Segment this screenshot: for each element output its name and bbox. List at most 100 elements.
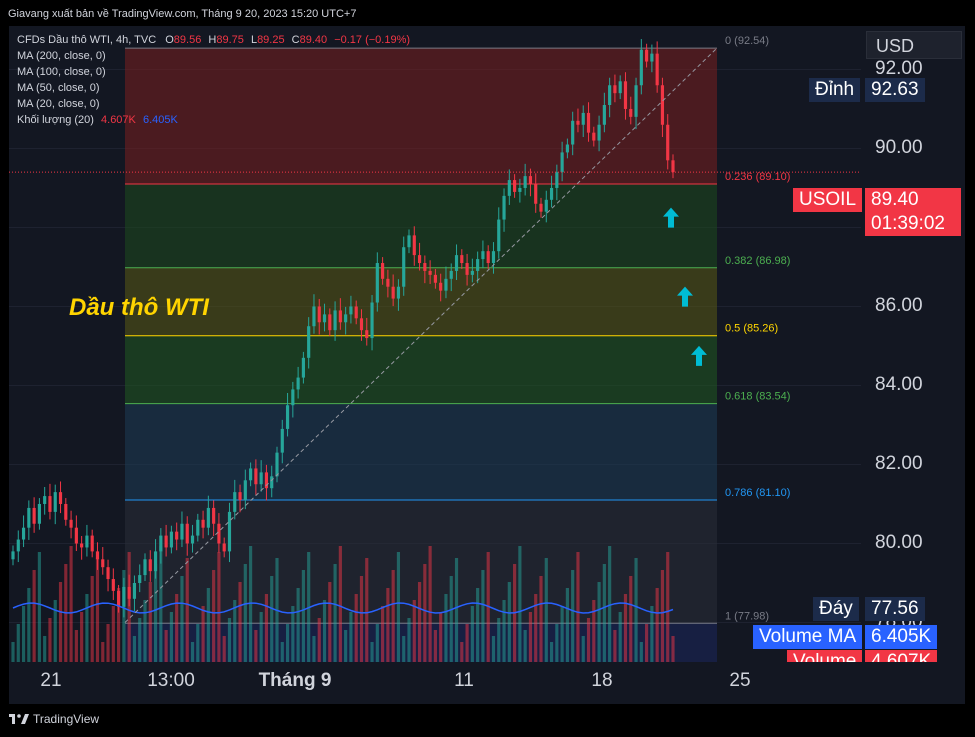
volume-bar-93 (502, 600, 506, 662)
volume-bar-34 (190, 642, 195, 662)
volume-bar-78 (423, 564, 427, 662)
chart-pane[interactable]: 0 (92.54) 0.236 (89.10) 0.382 (86.98) 0.5 (… (9, 26, 861, 662)
volume-bar-115 (618, 612, 622, 662)
symbol-pill: USOIL (793, 188, 863, 212)
volume-bar-0 (11, 642, 15, 662)
candle-body-105 (565, 144, 569, 153)
volume-bar-57 (312, 636, 316, 662)
volume-bar-41 (227, 618, 232, 662)
chart-title-overlay: Dầu thô WTI (69, 294, 209, 321)
candle-body-93 (502, 195, 506, 220)
volume-bar-101 (544, 558, 548, 662)
legend-ma100[interactable]: MA (100, close, 0) (17, 66, 106, 78)
candle-body-40 (222, 543, 226, 552)
fib-label-0: 0 (92.54) (725, 35, 769, 47)
volume-bar-105 (565, 588, 569, 662)
volume-bar-33 (185, 558, 189, 662)
candle-body-50 (275, 452, 279, 477)
candle-body-78 (423, 263, 427, 271)
volume-bar-45 (249, 546, 253, 662)
buy-arrow-1 (677, 286, 693, 307)
candle-body-2 (21, 527, 26, 540)
volume-label-pill: Volume (787, 650, 863, 662)
volume-bar-106 (571, 570, 575, 662)
volume-bar-21 (122, 570, 126, 662)
volume-bar-91 (491, 636, 496, 662)
candle-body-58 (317, 306, 321, 323)
candle-body-42 (233, 492, 237, 512)
candle-body-36 (201, 519, 205, 528)
candle-body-70 (381, 263, 385, 279)
high-value-pill: 92.63 (865, 78, 925, 102)
legend-volume-label: Khối lượng (20) (17, 114, 94, 126)
legend-ma200[interactable]: MA (200, close, 0) (17, 50, 106, 62)
candle-body-115 (618, 81, 622, 94)
candle-body-89 (481, 251, 485, 260)
candle-body-34 (190, 535, 195, 544)
candle-body-91 (491, 251, 496, 264)
volume-bar-121 (650, 606, 654, 662)
candle-body-53 (291, 389, 295, 406)
volume-bar-12 (74, 630, 78, 662)
tradingview-brand[interactable]: TradingView (9, 712, 99, 726)
volume-bar-99 (534, 594, 538, 662)
candle-body-118 (634, 85, 638, 117)
fib-zone-3 (125, 335, 717, 404)
volume-bar-79 (428, 546, 432, 662)
fib-label-0.618: 0.618 (83.54) (725, 391, 790, 403)
volume-bar-61 (333, 564, 337, 662)
legend-o-value: 89.56 (173, 34, 202, 46)
volume-bar-55 (301, 570, 305, 662)
candle-body-87 (470, 270, 474, 275)
volume-bar-83 (449, 576, 453, 662)
volume-bar-28 (159, 546, 163, 662)
legend-ma50[interactable]: MA (50, close, 0) (17, 82, 100, 94)
volume-bar-11 (69, 546, 73, 662)
candle-body-57 (312, 306, 316, 327)
volume-bar-80 (433, 630, 437, 662)
candle-body-73 (396, 286, 401, 299)
legend-volume[interactable]: Khối lượng (20) 4.607K 6.405K (17, 114, 178, 126)
candle-body-101 (544, 199, 548, 212)
currency-button[interactable]: USD (866, 31, 962, 59)
volume-bar-72 (391, 570, 395, 662)
candle-body-62 (338, 310, 342, 323)
candle-body-79 (428, 270, 432, 275)
candle-body-114 (613, 85, 617, 94)
volume-bar-76 (412, 600, 416, 662)
fib-zone-1 (125, 184, 717, 268)
time-tick-0: 21 (40, 670, 62, 691)
fib-zone-4 (125, 403, 717, 501)
volume-bar-59 (322, 600, 327, 662)
volume-bar-124 (666, 552, 670, 662)
volume-bar-49 (270, 576, 274, 662)
volume-bar-81 (439, 612, 443, 662)
volume-bar-112 (602, 564, 606, 662)
time-axis[interactable]: 21 13:00 Tháng 9 11 18 25 (9, 662, 965, 704)
volume-bar-44 (243, 564, 247, 662)
candle-body-61 (333, 310, 337, 331)
volume-bar-119 (639, 642, 643, 662)
candle-body-116 (623, 81, 628, 109)
candle-body-32 (180, 523, 184, 540)
candle-body-94 (507, 180, 511, 196)
legend-ohlc: CFDs Dầu thô WTI, 4h, TVC O89.56 H89.75 … (17, 34, 410, 46)
candle-body-123 (660, 85, 665, 125)
volume-bar-3 (27, 588, 31, 662)
volume-bar-7 (48, 618, 52, 662)
candle-body-67 (365, 330, 369, 339)
volume-bar-4 (32, 570, 36, 662)
candle-body-107 (576, 120, 580, 125)
volume-bar-125 (671, 636, 675, 662)
candle-body-66 (359, 318, 364, 331)
volume-bar-16 (95, 558, 100, 662)
volume-bar-94 (507, 582, 511, 662)
price-tick-5: 82.00 (875, 453, 923, 475)
volume-bar-38 (212, 570, 216, 662)
volume-bar-8 (53, 600, 57, 662)
candle-body-18 (106, 567, 110, 580)
legend-ma20[interactable]: MA (20, close, 0) (17, 98, 100, 110)
candle-body-122 (655, 53, 659, 86)
price-chart-svg[interactable]: 0 (92.54) 0.236 (89.10) 0.382 (86.98) 0.5 (… (9, 26, 861, 662)
